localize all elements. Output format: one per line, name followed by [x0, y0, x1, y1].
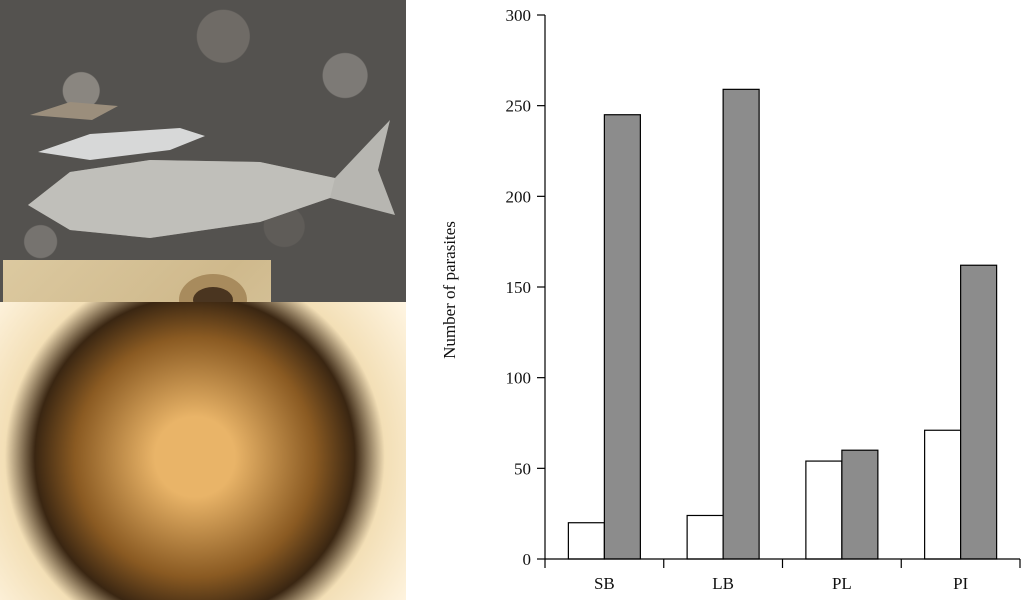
- bar-PL-white: [805, 460, 843, 560]
- photo-collage: [0, 0, 406, 600]
- bar-LB-white: [686, 514, 724, 560]
- x-tick-label: SB: [594, 574, 615, 593]
- bar-chart: 0 50 100 150 200 250 300 SB LB PL PI Number of pa…: [420, 0, 1031, 600]
- y-tick-label: 300: [506, 6, 532, 25]
- y-axis-title: Number of parasites: [440, 221, 459, 359]
- bar-SB-gray: [603, 114, 641, 560]
- bar-PL-gray: [841, 449, 879, 560]
- bar-PI-white: [924, 429, 962, 560]
- bar-chart-svg: 0 50 100 150 200 250 300 SB LB PL PI Number of pa…: [440, 6, 1021, 593]
- y-tick-label: 50: [514, 459, 531, 478]
- y-ticks-group: 0 50 100 150 200 250 300: [506, 6, 545, 569]
- microscope-view-photo: [0, 302, 406, 600]
- x-tick-label: PL: [832, 574, 852, 593]
- x-tick-label: LB: [712, 574, 734, 593]
- bar-LB-gray: [722, 88, 760, 560]
- y-tick-label: 250: [506, 97, 532, 116]
- y-tick-label: 100: [506, 369, 532, 388]
- y-tick-label: 150: [506, 278, 532, 297]
- x-ticks-group: SB LB PL PI: [544, 559, 1021, 593]
- bars-group: [567, 88, 998, 560]
- bar-PI-gray: [960, 264, 998, 560]
- fish-on-rocks-photo: [0, 0, 406, 302]
- bar-SB-white: [567, 522, 605, 560]
- y-tick-label: 200: [506, 187, 532, 206]
- x-tick-label: PI: [953, 574, 968, 593]
- y-tick-label: 0: [523, 550, 532, 569]
